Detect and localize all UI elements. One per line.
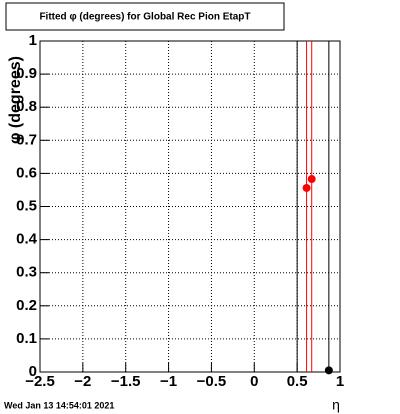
y-tick-label: 0.2 <box>16 297 37 314</box>
y-tick-label: 0.4 <box>16 231 38 248</box>
x-tick-label: 0 <box>250 373 258 390</box>
x-axis-label: η <box>332 397 340 413</box>
y-tick-label: 1 <box>29 32 37 49</box>
x-tick-label: 0.5 <box>287 373 308 390</box>
x-tick-label: −2 <box>74 373 91 390</box>
y-tick-label: 0.7 <box>16 131 37 148</box>
x-tick-label: −1 <box>160 373 177 390</box>
point <box>307 175 316 184</box>
y-tick-label: 0.3 <box>16 264 37 281</box>
y-tick-label: 0.6 <box>16 164 37 181</box>
y-tick-label: 0.8 <box>16 98 37 115</box>
title-box <box>5 2 285 31</box>
y-tick-label: 0.5 <box>16 197 37 214</box>
x-tick-label: −0.5 <box>197 373 227 390</box>
x-tick-label: 1 <box>336 373 344 390</box>
footer: Wed Jan 13 14:54:01 2021 <box>4 400 114 410</box>
point <box>324 366 333 375</box>
point <box>302 183 311 192</box>
x-tick-label: −2.5 <box>25 373 55 390</box>
chart-title: Fitted φ (degrees) for Global Rec Pion E… <box>39 12 250 23</box>
x-tick-label: −1.5 <box>111 373 141 390</box>
y-axis-label: φ (degrees) <box>7 56 24 144</box>
y-tick-label: 0.9 <box>16 65 37 82</box>
y-tick-label: 0 <box>29 363 37 380</box>
y-tick-label: 0.1 <box>16 330 37 347</box>
